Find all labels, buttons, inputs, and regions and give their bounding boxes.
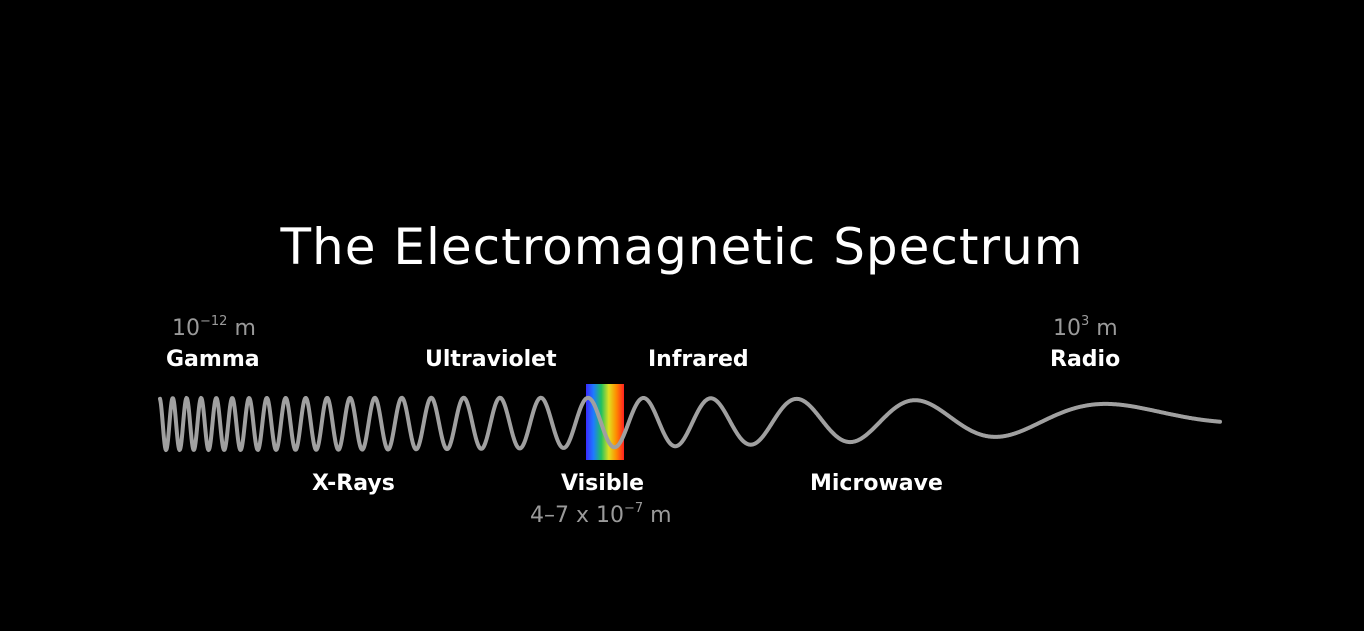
xrays-label: X-Rays — [312, 471, 395, 496]
radio-wavelength: 103 m — [1053, 314, 1118, 341]
diagram-title: The Electromagnetic Spectrum — [280, 218, 1084, 276]
infrared-label: Infrared — [648, 347, 749, 372]
em-wave — [158, 395, 1222, 452]
visible-label: Visible — [561, 471, 645, 496]
visible-spectrum-band — [586, 384, 624, 460]
gamma-wavelength: 10−12 m — [172, 314, 256, 341]
visible-wavelength: 4–7 x 10−7 m — [530, 501, 672, 528]
ultraviolet-label: Ultraviolet — [425, 347, 557, 372]
radio-label: Radio — [1050, 347, 1121, 372]
gamma-label: Gamma — [166, 347, 260, 372]
microwave-label: Microwave — [810, 471, 943, 496]
